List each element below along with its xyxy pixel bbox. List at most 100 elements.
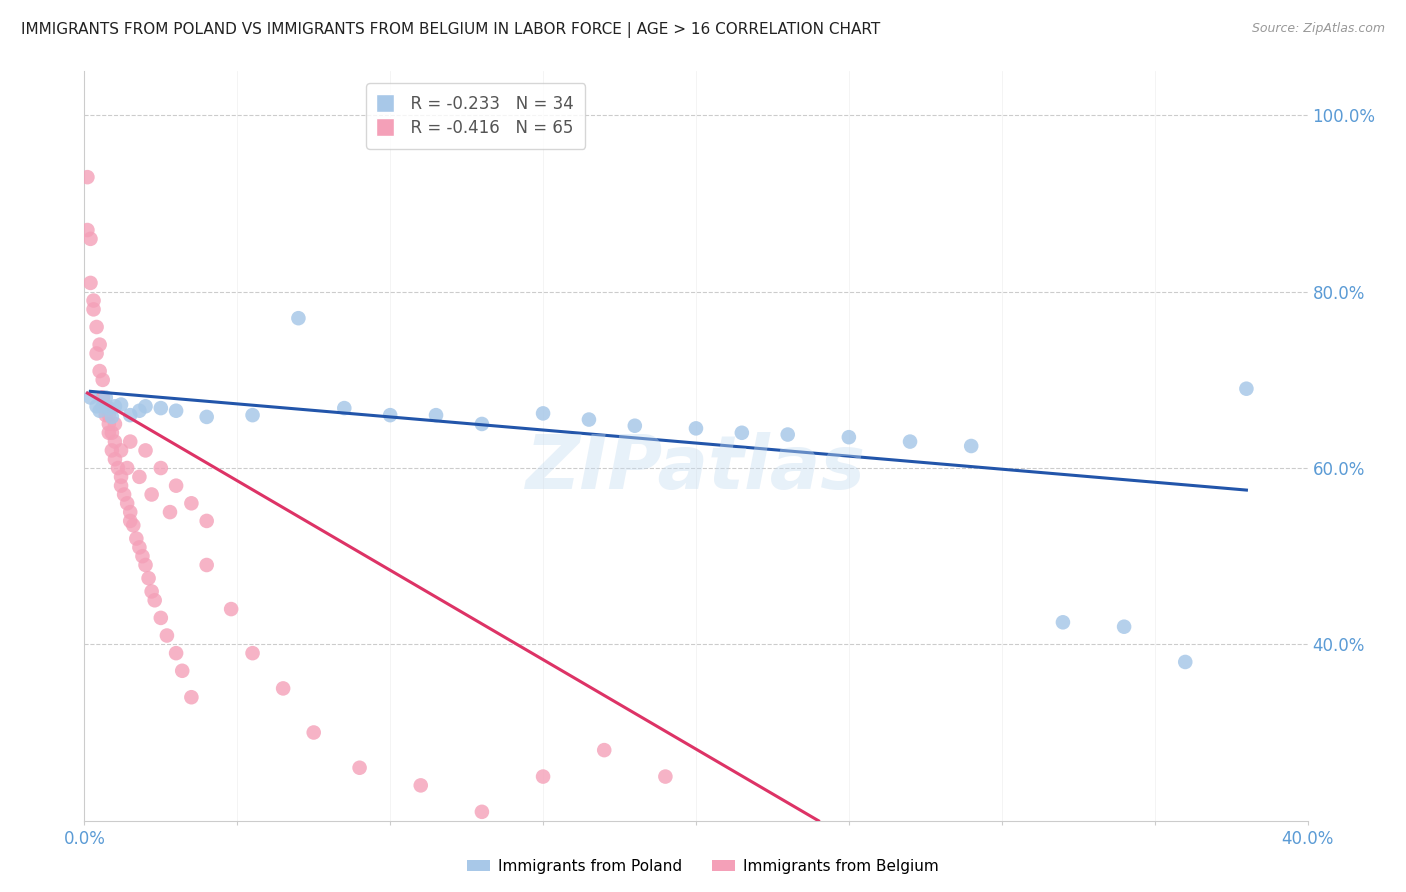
- Point: [91, 400, 114, 414]
- Point: [91, 373, 114, 387]
- Point: [115, 496, 138, 510]
- Point: [91, 391, 114, 405]
- Point: [128, 470, 150, 484]
- Point: [1174, 655, 1197, 669]
- Legend:   R = -0.233   N = 34,   R = -0.416   N = 65: R = -0.233 N = 34, R = -0.416 N = 65: [367, 84, 585, 149]
- Point: [128, 403, 150, 417]
- Point: [654, 770, 676, 784]
- Point: [165, 478, 187, 492]
- Point: [79, 232, 101, 246]
- Point: [91, 391, 114, 405]
- Point: [776, 427, 799, 442]
- Point: [838, 430, 860, 444]
- Point: [180, 690, 202, 705]
- Point: [86, 400, 108, 414]
- Point: [531, 406, 554, 420]
- Point: [593, 743, 616, 757]
- Point: [685, 421, 707, 435]
- Point: [380, 408, 402, 422]
- Point: [94, 391, 117, 405]
- Point: [195, 409, 218, 424]
- Legend: Immigrants from Poland, Immigrants from Belgium: Immigrants from Poland, Immigrants from …: [461, 853, 945, 880]
- Point: [131, 549, 153, 564]
- Point: [242, 408, 264, 422]
- Point: [107, 461, 129, 475]
- Point: [141, 487, 163, 501]
- Point: [135, 400, 157, 414]
- Point: [159, 505, 181, 519]
- Point: [195, 514, 218, 528]
- Point: [165, 646, 187, 660]
- Point: [138, 571, 160, 585]
- Point: [97, 401, 120, 416]
- Point: [104, 417, 127, 431]
- Point: [79, 276, 101, 290]
- Point: [141, 584, 163, 599]
- Point: [287, 311, 309, 326]
- Text: ZIPatlas: ZIPatlas: [526, 432, 866, 505]
- Text: IMMIGRANTS FROM POLAND VS IMMIGRANTS FROM BELGIUM IN LABOR FORCE | AGE > 16 CORR: IMMIGRANTS FROM POLAND VS IMMIGRANTS FRO…: [21, 22, 880, 38]
- Point: [578, 412, 600, 426]
- Point: [195, 558, 218, 572]
- Point: [471, 805, 494, 819]
- Point: [115, 461, 138, 475]
- Point: [97, 408, 120, 422]
- Point: [143, 593, 166, 607]
- Point: [242, 646, 264, 660]
- Point: [120, 408, 142, 422]
- Point: [135, 558, 157, 572]
- Point: [104, 434, 127, 449]
- Point: [83, 293, 105, 308]
- Point: [165, 403, 187, 417]
- Point: [349, 761, 371, 775]
- Point: [101, 443, 124, 458]
- Point: [104, 452, 127, 467]
- Point: [271, 681, 294, 696]
- Point: [425, 408, 447, 422]
- Point: [1052, 615, 1074, 630]
- Point: [219, 602, 242, 616]
- Point: [97, 417, 120, 431]
- Point: [94, 408, 117, 422]
- Point: [302, 725, 325, 739]
- Point: [112, 487, 135, 501]
- Point: [172, 664, 194, 678]
- Point: [94, 400, 117, 414]
- Point: [89, 364, 111, 378]
- Point: [110, 443, 132, 458]
- Point: [128, 541, 150, 555]
- Point: [120, 514, 142, 528]
- Point: [180, 496, 202, 510]
- Point: [86, 320, 108, 334]
- Point: [1236, 382, 1258, 396]
- Point: [79, 391, 101, 405]
- Point: [76, 170, 98, 185]
- Point: [89, 403, 111, 417]
- Point: [104, 400, 127, 414]
- Point: [333, 401, 356, 416]
- Point: [110, 470, 132, 484]
- Point: [101, 409, 124, 424]
- Point: [86, 346, 108, 360]
- Point: [125, 532, 148, 546]
- Point: [76, 223, 98, 237]
- Point: [122, 518, 145, 533]
- Point: [89, 337, 111, 351]
- Point: [120, 505, 142, 519]
- Point: [83, 302, 105, 317]
- Point: [960, 439, 983, 453]
- Point: [110, 478, 132, 492]
- Point: [149, 401, 172, 416]
- Point: [135, 443, 157, 458]
- Point: [471, 417, 494, 431]
- Point: [731, 425, 754, 440]
- Point: [120, 434, 142, 449]
- Point: [97, 425, 120, 440]
- Point: [409, 778, 432, 792]
- Point: [898, 434, 921, 449]
- Point: [624, 418, 647, 433]
- Point: [156, 628, 179, 642]
- Point: [149, 611, 172, 625]
- Point: [101, 425, 124, 440]
- Point: [1114, 620, 1136, 634]
